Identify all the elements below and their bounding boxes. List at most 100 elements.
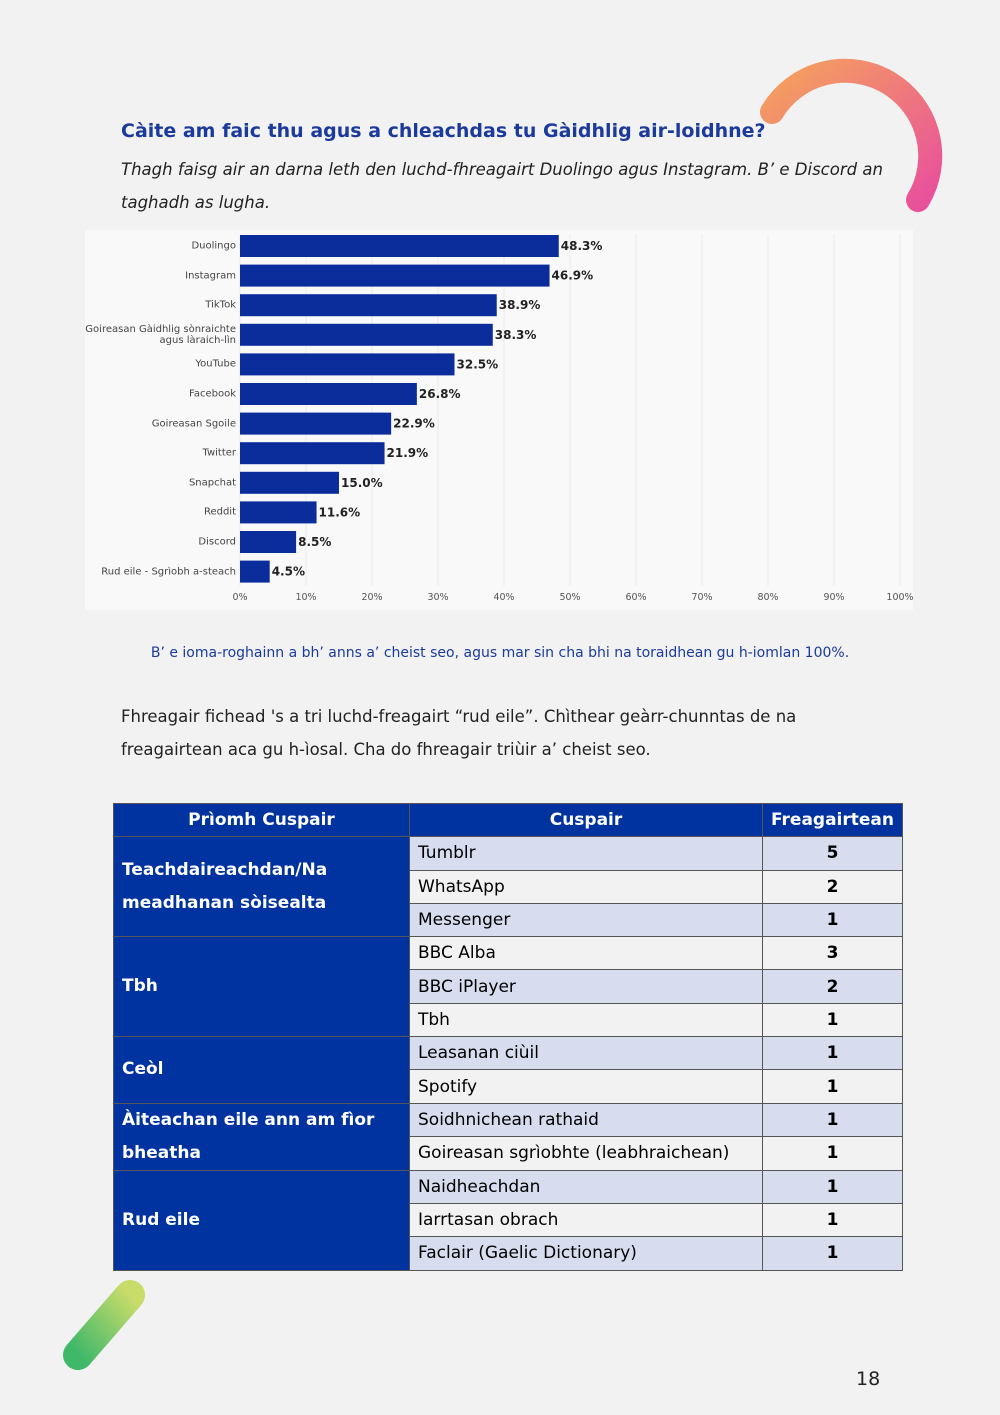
topic-cell: Spotify bbox=[409, 1069, 763, 1104]
topic-cell: Naidheachdan bbox=[409, 1169, 763, 1204]
topic-cell: BBC iPlayer bbox=[409, 969, 763, 1004]
count-cell: 1 bbox=[762, 1102, 903, 1138]
count-cell: 2 bbox=[762, 969, 903, 1004]
topic-cell: Faclair (Gaelic Dictionary) bbox=[409, 1236, 763, 1271]
category-label: Reddit bbox=[203, 506, 236, 518]
bar bbox=[240, 442, 385, 465]
x-tick-label: 100% bbox=[886, 592, 913, 603]
table-row: Teachdaireachdan/Na meadhanan sòisealta T… bbox=[113, 836, 903, 938]
count-cell: 1 bbox=[762, 1169, 903, 1204]
x-tick-label: 90% bbox=[823, 592, 844, 603]
bar bbox=[240, 294, 497, 317]
count-cell: 1 bbox=[762, 902, 903, 938]
x-tick-label: 30% bbox=[427, 592, 448, 603]
bar bbox=[240, 560, 270, 583]
count-cell: 1 bbox=[762, 1236, 903, 1271]
group-cell: Tbh bbox=[113, 936, 410, 1038]
value-label: 38.9% bbox=[499, 298, 541, 312]
count-cell: 2 bbox=[762, 869, 903, 904]
x-tick-label: 70% bbox=[691, 592, 712, 603]
category-label: Instagram bbox=[185, 270, 236, 282]
bar bbox=[240, 501, 317, 524]
count-cell: 1 bbox=[762, 1202, 903, 1238]
bar bbox=[240, 353, 455, 376]
bar bbox=[240, 235, 559, 257]
value-label: 4.5% bbox=[272, 565, 305, 579]
intro: Thagh faisg air an darna leth den luchd-… bbox=[121, 160, 883, 212]
bar bbox=[240, 471, 339, 494]
x-tick-label: 60% bbox=[625, 592, 646, 603]
value-label: 46.9% bbox=[552, 269, 594, 283]
table-row: Messenger 1 bbox=[114, 902, 903, 938]
paragraph: Fhreagair fichead 's a tri luchd-freagai… bbox=[121, 707, 797, 759]
count-cell: 3 bbox=[762, 936, 903, 971]
table-row: Faclair (Gaelic Dictionary) 1 bbox=[114, 1236, 903, 1271]
category-label: Twitter bbox=[202, 447, 236, 459]
count-cell: 1 bbox=[762, 1002, 903, 1038]
count-cell: 5 bbox=[762, 836, 903, 871]
group-cell: Ceòl bbox=[113, 1036, 410, 1104]
table-row: WhatsApp 2 bbox=[114, 869, 903, 904]
chart: 0% 10% 20% 30% 40% 50% 60% 70% 80% 90% 100% 48.3% 46… bbox=[85, 230, 913, 610]
category-label: Goireasan Sgoile bbox=[151, 418, 236, 430]
count-cell: 1 bbox=[762, 1069, 903, 1104]
category-label: Rud eile - Sgrìobh a-steach bbox=[101, 566, 236, 578]
value-label: 38.3% bbox=[495, 328, 537, 342]
category-label: Discord bbox=[198, 536, 236, 548]
topic-cell: Tumblr bbox=[409, 836, 763, 871]
value-label: 15.0% bbox=[341, 476, 383, 490]
group-cell: Rud eile bbox=[113, 1169, 410, 1271]
x-tick-label: 80% bbox=[757, 592, 778, 603]
x-tick-label: 0% bbox=[232, 592, 247, 603]
category-label: Snapchat bbox=[188, 477, 236, 489]
topic-cell: WhatsApp bbox=[409, 869, 763, 904]
note: B’ e ioma-roghainn a bh’ anns a’ cheist … bbox=[150, 645, 850, 661]
x-tick-label: 10% bbox=[295, 592, 316, 603]
chart-svg: 0% 10% 20% 30% 40% 50% 60% 70% 80% 90% 100% 48.3% 46… bbox=[232, 234, 913, 603]
table: Prìomh Cuspair Cuspair Freagairtean Teachda… bbox=[113, 802, 903, 1271]
bar bbox=[240, 323, 493, 346]
count-cell: 1 bbox=[762, 1136, 903, 1171]
topic-cell: Messenger bbox=[409, 902, 763, 938]
category-label: Goireasan Gàidhlig sònraichte agus làrai… bbox=[85, 323, 236, 346]
category-label: Facebook bbox=[189, 388, 236, 400]
x-tick-label: 40% bbox=[493, 592, 514, 603]
header-cell: Cuspair bbox=[409, 802, 763, 838]
bar bbox=[240, 412, 392, 435]
x-tick-label: 50% bbox=[559, 592, 580, 603]
topic-cell: BBC Alba bbox=[409, 936, 763, 971]
topic-cell: Goireasan sgrìobhte (leabhraichean) bbox=[409, 1136, 763, 1171]
bar bbox=[240, 264, 550, 287]
table-row: Tbh BBC Alba 3 bbox=[113, 936, 903, 1038]
topic-cell: Soidhnichean rathaid bbox=[409, 1102, 763, 1138]
category-label: Duolingo bbox=[191, 240, 236, 252]
value-label: 11.6% bbox=[319, 505, 361, 519]
value-label: 32.5% bbox=[457, 357, 499, 371]
bar bbox=[240, 383, 417, 405]
table-row: Ceòl Leasanan ciùil 1 bbox=[113, 1036, 903, 1104]
value-label: 22.9% bbox=[393, 417, 435, 431]
table-row: Rud eile Naidheachdan 1 bbox=[113, 1169, 903, 1271]
value-label: 21.9% bbox=[387, 446, 429, 460]
topic-cell: Iarrtasan obrach bbox=[409, 1202, 763, 1238]
group-cell: Teachdaireachdan/Na meadhanan sòisealta bbox=[113, 836, 410, 938]
table-row: BBC iPlayer 2 bbox=[114, 969, 903, 1004]
value-label: 8.5% bbox=[298, 535, 331, 549]
topic-cell: Leasanan ciùil bbox=[409, 1036, 763, 1071]
topic-cell: Tbh bbox=[409, 1002, 763, 1038]
heading: Càite am faic thu agus a chleachdas tu G… bbox=[121, 120, 766, 142]
count-cell: 1 bbox=[762, 1036, 903, 1071]
table-row: Iarrtasan obrach 1 bbox=[114, 1202, 903, 1238]
group-cell: Àiteachan eile ann am fìor bheatha bbox=[113, 1102, 410, 1171]
category-label: TikTok bbox=[205, 299, 236, 311]
header-cell: Freagairtean bbox=[762, 802, 903, 838]
header-cell: Prìomh Cuspair bbox=[113, 802, 410, 838]
table-row: Goireasan sgrìobhte (leabhraichean) 1 bbox=[114, 1136, 903, 1171]
table-row: Spotify 1 bbox=[114, 1069, 903, 1104]
bar bbox=[240, 531, 297, 553]
page-number: 18 bbox=[856, 1368, 881, 1390]
header-row: Prìomh Cuspair Cuspair Freagairtean bbox=[113, 802, 903, 838]
x-tick-label: 20% bbox=[361, 592, 382, 603]
